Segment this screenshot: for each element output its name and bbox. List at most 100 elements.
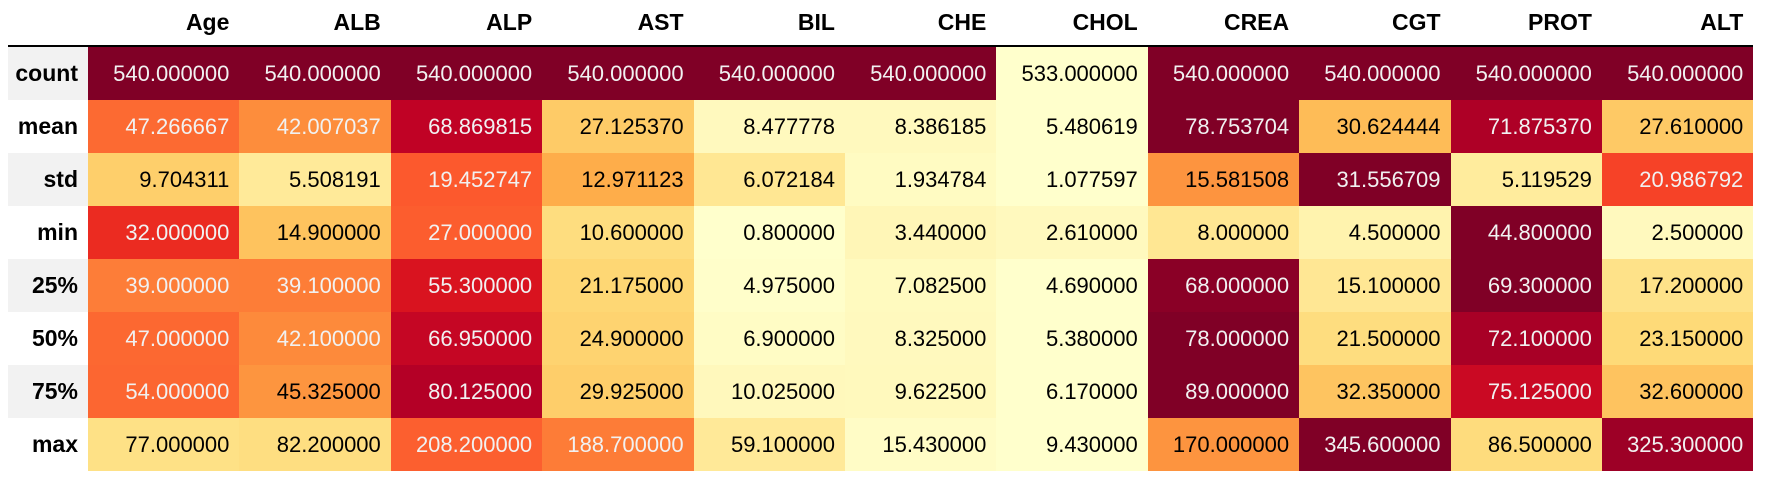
- heatmap-cell: 23.150000: [1601, 312, 1754, 365]
- heatmap-cell: 4.690000: [996, 259, 1148, 312]
- heatmap-cell: 21.500000: [1299, 312, 1451, 365]
- heatmap-cell: 69.300000: [1450, 259, 1602, 312]
- heatmap-cell: 9.430000: [996, 418, 1148, 471]
- heatmap-cell: 5.480619: [996, 100, 1148, 153]
- heatmap-cell: 533.000000: [996, 46, 1148, 100]
- heatmap-cell: 5.119529: [1450, 153, 1602, 206]
- table-row: std 9.704311 5.508191 19.452747 12.971123 6.0…: [8, 153, 1754, 206]
- heatmap-cell: 24.900000: [542, 312, 694, 365]
- table-row: 75% 54.000000 45.325000 80.125000 29.925000 1…: [8, 365, 1754, 418]
- heatmap-cell: 32.350000: [1299, 365, 1451, 418]
- heatmap-cell: 540.000000: [1450, 46, 1602, 100]
- heatmap-cell: 68.000000: [1147, 259, 1300, 312]
- table-row: 25% 39.000000 39.100000 55.300000 21.175000 4…: [8, 259, 1754, 312]
- heatmap-cell: 540.000000: [542, 46, 694, 100]
- heatmap-cell: 19.452747: [390, 153, 543, 206]
- heatmap-cell: 27.125370: [542, 100, 694, 153]
- heatmap-cell: 208.200000: [390, 418, 543, 471]
- heatmap-cell: 12.971123: [542, 153, 694, 206]
- row-index-label: mean: [8, 100, 88, 153]
- heatmap-cell: 27.610000: [1601, 100, 1754, 153]
- heatmap-cell: 6.900000: [693, 312, 845, 365]
- heatmap-cell: 82.200000: [239, 418, 391, 471]
- row-index-label: min: [8, 206, 88, 259]
- heatmap-cell: 78.000000: [1147, 312, 1300, 365]
- column-header: Age: [88, 0, 240, 47]
- heatmap-cell: 45.325000: [239, 365, 391, 418]
- heatmap-cell: 9.622500: [844, 365, 997, 418]
- heatmap-cell: 55.300000: [390, 259, 543, 312]
- heatmap-cell: 188.700000: [542, 418, 694, 471]
- heatmap-cell: 540.000000: [844, 46, 997, 100]
- row-index-label: 25%: [8, 259, 88, 312]
- heatmap-cell: 72.100000: [1450, 312, 1602, 365]
- table-row: max 77.000000 82.200000 208.200000 188.70000…: [8, 418, 1754, 471]
- heatmap-cell: 68.869815: [390, 100, 543, 153]
- heatmap-cell: 30.624444: [1299, 100, 1451, 153]
- table-row: count 540.000000 540.000000 540.000000 540.0…: [8, 46, 1754, 100]
- heatmap-cell: 8.325000: [844, 312, 997, 365]
- heatmap-cell: 2.500000: [1601, 206, 1754, 259]
- heatmap-cell: 10.600000: [542, 206, 694, 259]
- heatmap-cell: 15.430000: [844, 418, 997, 471]
- heatmap-cell: 44.800000: [1450, 206, 1602, 259]
- heatmap-cell: 78.753704: [1147, 100, 1300, 153]
- heatmap-cell: 15.100000: [1299, 259, 1451, 312]
- row-index-label: std: [8, 153, 88, 206]
- column-header: CHOL: [996, 0, 1148, 47]
- row-index-label: 75%: [8, 365, 88, 418]
- heatmap-cell: 89.000000: [1147, 365, 1300, 418]
- table-row: mean 47.266667 42.007037 68.869815 27.125370…: [8, 100, 1754, 153]
- heatmap-cell: 75.125000: [1450, 365, 1602, 418]
- styled-dataframe-table: Age ALB ALP AST BIL CHE CHOL CREA CGT PROT ALT cou…: [8, 0, 1754, 471]
- heatmap-cell: 59.100000: [693, 418, 845, 471]
- heatmap-cell: 8.477778: [693, 100, 845, 153]
- heatmap-cell: 8.000000: [1147, 206, 1300, 259]
- row-index-label: 50%: [8, 312, 88, 365]
- column-header: CHE: [844, 0, 997, 47]
- heatmap-cell: 27.000000: [390, 206, 543, 259]
- heatmap-cell: 39.000000: [88, 259, 240, 312]
- heatmap-cell: 540.000000: [693, 46, 845, 100]
- heatmap-cell: 77.000000: [88, 418, 240, 471]
- heatmap-cell: 6.072184: [693, 153, 845, 206]
- heatmap-cell: 8.386185: [844, 100, 997, 153]
- heatmap-cell: 345.600000: [1299, 418, 1451, 471]
- heatmap-cell: 3.440000: [844, 206, 997, 259]
- heatmap-cell: 4.500000: [1299, 206, 1451, 259]
- heatmap-cell: 47.266667: [88, 100, 240, 153]
- column-header: ALP: [390, 0, 543, 47]
- heatmap-cell: 9.704311: [88, 153, 240, 206]
- heatmap-cell: 47.000000: [88, 312, 240, 365]
- table-row: min 32.000000 14.900000 27.000000 10.600000 0…: [8, 206, 1754, 259]
- heatmap-cell: 17.200000: [1601, 259, 1754, 312]
- heatmap-cell: 540.000000: [390, 46, 543, 100]
- column-header: CREA: [1147, 0, 1300, 47]
- column-header: ALB: [239, 0, 391, 47]
- row-index-label: count: [8, 46, 88, 100]
- heatmap-cell: 6.170000: [996, 365, 1148, 418]
- column-header: ALT: [1601, 0, 1754, 47]
- heatmap-cell: 32.000000: [88, 206, 240, 259]
- heatmap-cell: 20.986792: [1601, 153, 1754, 206]
- heatmap-cell: 31.556709: [1299, 153, 1451, 206]
- heatmap-cell: 540.000000: [1147, 46, 1300, 100]
- heatmap-cell: 15.581508: [1147, 153, 1300, 206]
- heatmap-cell: 42.007037: [239, 100, 391, 153]
- heatmap-cell: 0.800000: [693, 206, 845, 259]
- heatmap-cell: 5.508191: [239, 153, 391, 206]
- heatmap-cell: 1.077597: [996, 153, 1148, 206]
- heatmap-cell: 540.000000: [1601, 46, 1754, 100]
- column-header: BIL: [693, 0, 845, 47]
- row-index-label: max: [8, 418, 88, 471]
- heatmap-cell: 7.082500: [844, 259, 997, 312]
- heatmap-cell: 39.100000: [239, 259, 391, 312]
- column-header: CGT: [1299, 0, 1451, 47]
- heatmap-cell: 170.000000: [1147, 418, 1300, 471]
- heatmap-cell: 4.975000: [693, 259, 845, 312]
- heatmap-cell: 1.934784: [844, 153, 997, 206]
- heatmap-cell: 540.000000: [88, 46, 240, 100]
- heatmap-cell: 42.100000: [239, 312, 391, 365]
- heatmap-cell: 29.925000: [542, 365, 694, 418]
